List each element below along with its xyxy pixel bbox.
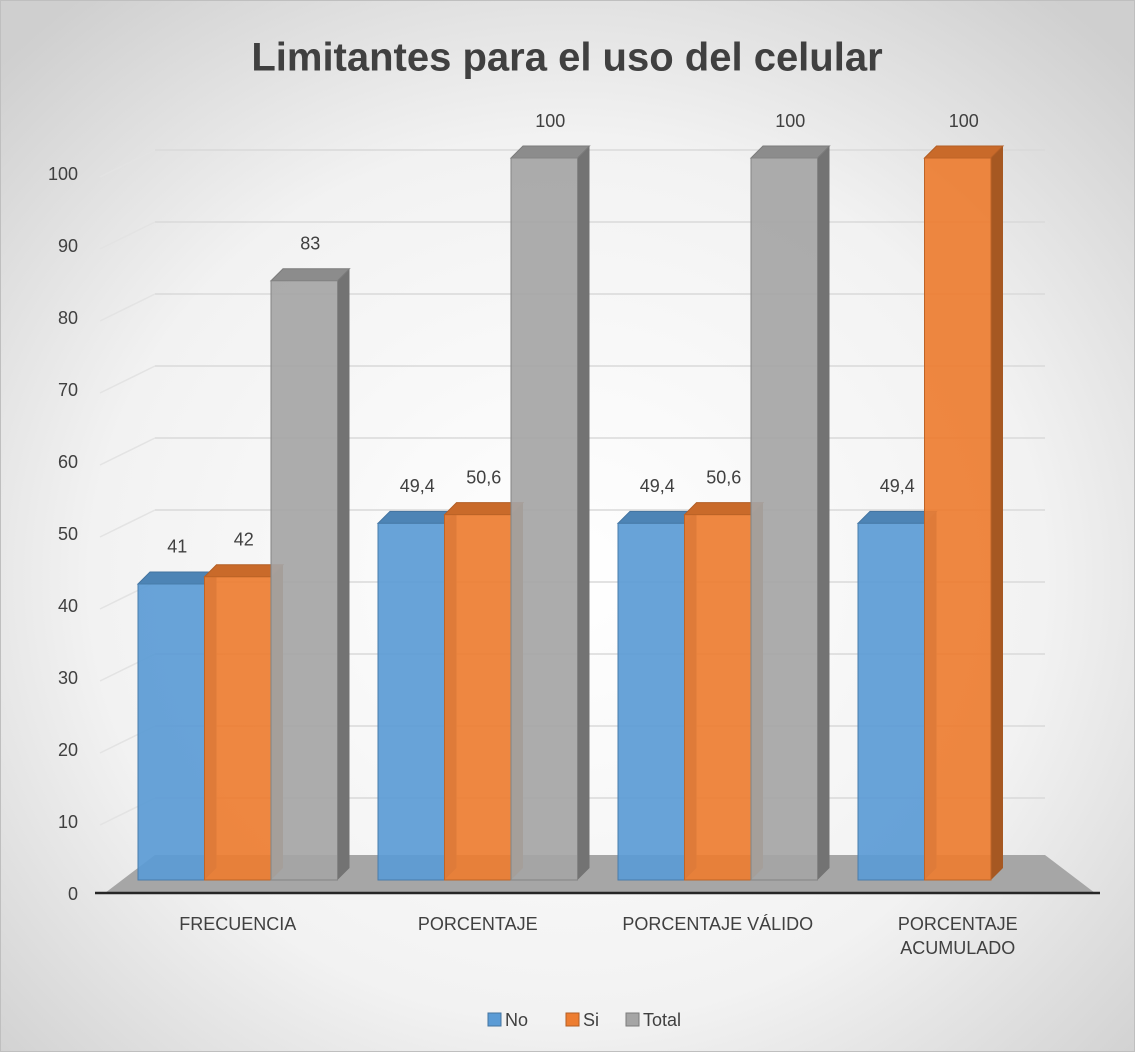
bar-side xyxy=(991,146,1003,880)
floor xyxy=(105,855,1095,893)
grid-line xyxy=(99,437,156,466)
data-label: 50,6 xyxy=(466,467,501,487)
data-label: 50,6 xyxy=(706,467,741,487)
bar-side xyxy=(337,268,350,880)
data-label: 100 xyxy=(535,111,565,131)
x-tick-label: FRECUENCIA xyxy=(179,914,297,934)
bar xyxy=(924,157,992,881)
bar-top xyxy=(269,268,351,282)
bar xyxy=(617,522,685,881)
y-tick-label: 90 xyxy=(58,236,78,256)
bar xyxy=(377,522,445,881)
bar-side xyxy=(577,146,590,880)
legend-label: Si xyxy=(583,1010,599,1030)
legend-label: No xyxy=(505,1010,528,1030)
legend-swatch xyxy=(625,1012,640,1027)
y-tick-label: 10 xyxy=(58,812,78,832)
y-tick-label: 70 xyxy=(58,380,78,400)
data-label: 100 xyxy=(775,111,805,131)
chart-title: Limitantes para el uso del celular xyxy=(251,36,882,80)
y-tick-label: 0 xyxy=(68,884,78,904)
grid-line xyxy=(99,221,156,250)
y-tick-label: 50 xyxy=(58,524,78,544)
bar-top xyxy=(509,145,591,159)
grid-line xyxy=(99,509,156,538)
bar-top xyxy=(749,145,831,159)
y-tick-label: 30 xyxy=(58,668,78,688)
x-tick-label: PORCENTAJE ACUMULADO xyxy=(897,914,1018,958)
bar xyxy=(510,157,578,881)
y-tick-label: 100 xyxy=(48,164,78,184)
legend-label: Total xyxy=(643,1010,681,1030)
bar xyxy=(684,514,752,881)
data-label: 49,4 xyxy=(880,476,915,496)
y-tick-label: 40 xyxy=(58,596,78,616)
data-label: 41 xyxy=(167,537,187,557)
bar xyxy=(204,576,272,881)
x-tick-label: PORCENTAJE VÁLIDO xyxy=(622,914,814,934)
grid-line xyxy=(99,149,156,178)
x-tick-label: PORCENTAJE xyxy=(417,914,538,934)
data-label: 49,4 xyxy=(400,476,435,496)
grid-line xyxy=(99,293,156,322)
bar xyxy=(444,514,512,881)
bar-side xyxy=(817,146,830,880)
data-label: 49,4 xyxy=(640,476,675,496)
grid-line xyxy=(99,365,156,394)
bar xyxy=(137,583,205,881)
bar xyxy=(750,157,818,881)
y-tick-label: 80 xyxy=(58,308,78,328)
data-label: 42 xyxy=(234,530,254,550)
bar-top xyxy=(923,145,1005,159)
bar xyxy=(857,522,925,881)
legend-swatch xyxy=(565,1012,580,1027)
legend-swatch xyxy=(487,1012,502,1027)
y-tick-label: 20 xyxy=(58,740,78,760)
y-tick-label: 60 xyxy=(58,452,78,472)
data-label: 83 xyxy=(300,233,320,253)
data-label: 100 xyxy=(949,111,979,131)
bar xyxy=(270,280,338,881)
